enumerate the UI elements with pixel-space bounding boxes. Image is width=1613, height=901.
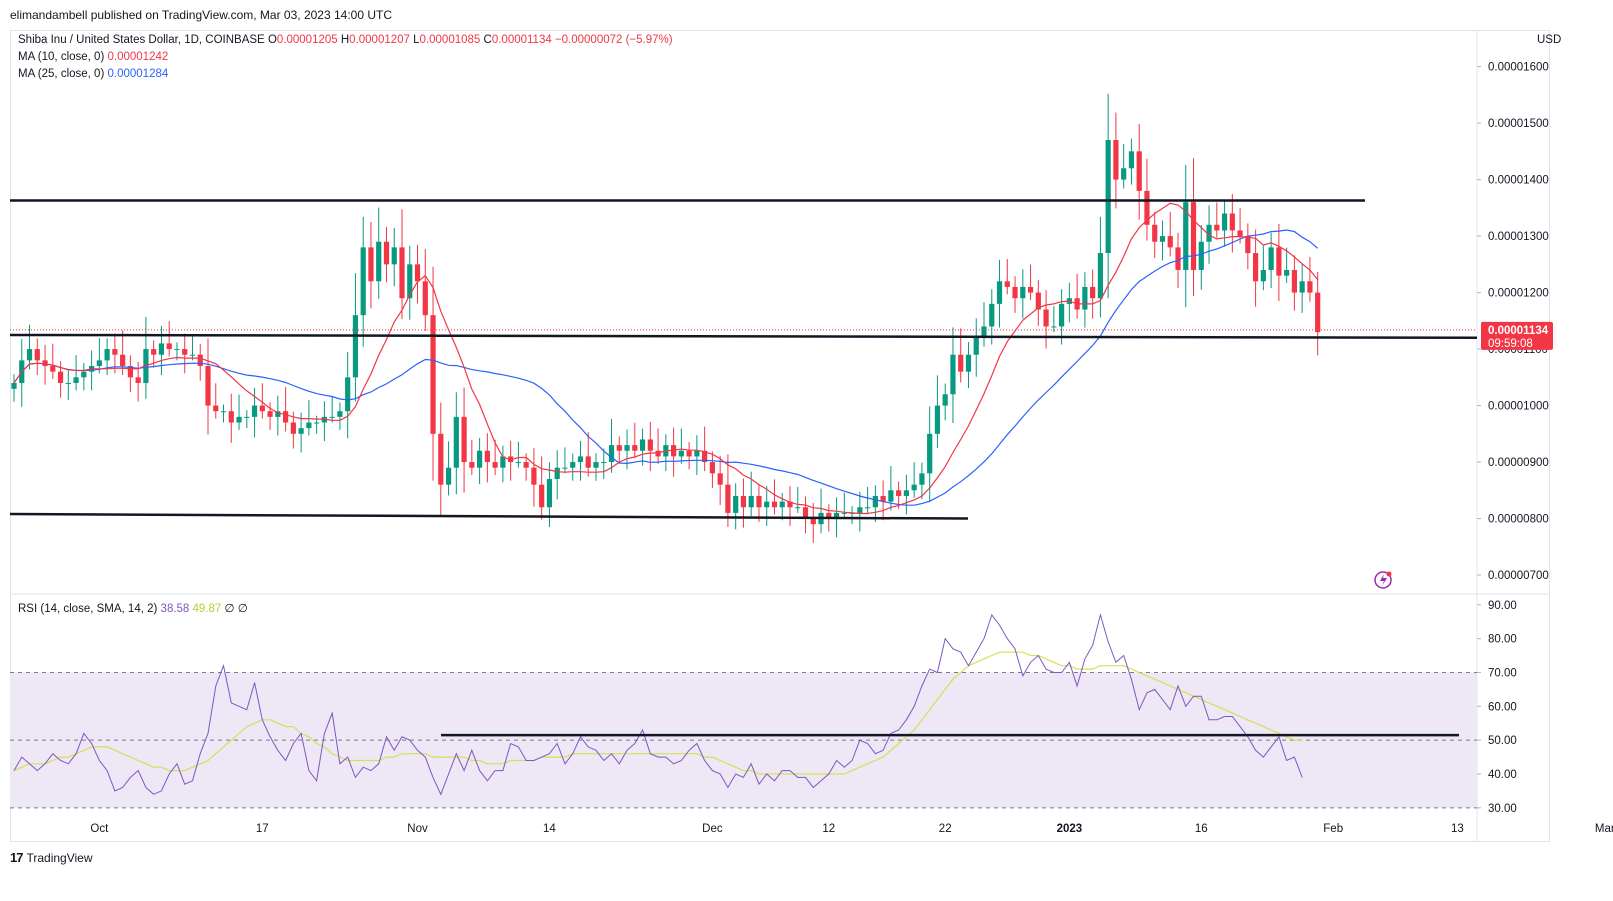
currency-label: USD — [1537, 34, 1562, 46]
low-value: 0.00001085 — [419, 34, 481, 46]
open-value: 0.00001205 — [276, 34, 338, 46]
ma25-label: MA (25, close, 0) — [18, 68, 105, 80]
footer-brand[interactable]: 17 TradingView — [10, 850, 93, 865]
close-label: C — [483, 34, 492, 46]
ma10-legend[interactable]: MA (10, close, 0) 0.00001242 — [18, 51, 168, 63]
open-label: O — [267, 34, 277, 46]
published-line: elimandambell published on TradingView.c… — [10, 8, 392, 22]
tradingview-logo-icon: 17 — [10, 850, 24, 865]
high-value: 0.00001207 — [349, 34, 410, 46]
ma25-legend[interactable]: MA (25, close, 0) 0.00001284 — [18, 68, 168, 80]
ma25-value: 0.00001284 — [107, 68, 169, 80]
footer-brand-label: TradingView — [26, 850, 93, 865]
rsi-extra-1: ∅ — [224, 603, 235, 615]
rsi-value: 38.58 — [160, 603, 190, 615]
ma10-value: 0.00001242 — [107, 51, 169, 63]
close-value: 0.00001134 — [491, 34, 552, 46]
symbol-name: Shiba Inu / United States Dollar, 1D, CO… — [18, 34, 265, 46]
low-label: L — [413, 34, 420, 46]
ma10-label: MA (10, close, 0) — [18, 51, 105, 63]
high-label: H — [340, 34, 350, 46]
rsi-label: RSI (14, close, SMA, 14, 2) — [18, 603, 158, 615]
rsi-extra-2: ∅ — [237, 603, 248, 615]
rsi-legend[interactable]: RSI (14, close, SMA, 14, 2) 38.58 49.87 … — [18, 601, 248, 615]
rsi-ma-value: 49.87 — [192, 603, 222, 615]
symbol-legend[interactable]: Shiba Inu / United States Dollar, 1D, CO… — [18, 34, 673, 46]
chart-frame — [10, 30, 1550, 842]
change-value: −0.00000072 (−5.97%) — [554, 34, 673, 46]
time-tick-label: Mar — [1595, 823, 1613, 835]
